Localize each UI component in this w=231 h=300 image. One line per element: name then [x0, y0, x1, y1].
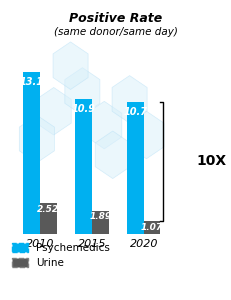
Text: 10X: 10X — [197, 154, 227, 168]
Text: (same donor/same day): (same donor/same day) — [54, 27, 177, 37]
Text: 2.52: 2.52 — [37, 205, 59, 214]
Text: 1.89: 1.89 — [89, 212, 111, 221]
Text: 1.07: 1.07 — [141, 223, 163, 232]
Text: 10.7: 10.7 — [124, 106, 148, 116]
Text: Positive Rate: Positive Rate — [69, 12, 162, 25]
Bar — [127, 102, 144, 234]
Bar — [75, 99, 92, 234]
Legend: Psychemedics, Urine: Psychemedics, Urine — [8, 238, 115, 272]
Bar — [40, 203, 57, 234]
Bar — [92, 211, 109, 234]
Bar — [24, 72, 40, 234]
Text: 10.9: 10.9 — [72, 104, 96, 114]
Bar — [144, 221, 161, 234]
Text: 13.1: 13.1 — [20, 77, 44, 87]
